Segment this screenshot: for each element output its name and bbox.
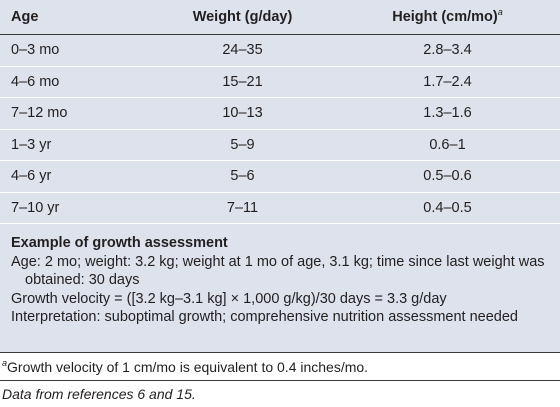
cell-height: 0.6–1 (429, 136, 466, 153)
cell-weight: 5–6 (230, 168, 255, 185)
footnote-a: a Growth velocity of 1 cm/mo is equivalen… (0, 354, 560, 381)
table-row: 7–10 yr 7–11 0.4–0.5 (0, 193, 560, 224)
footnote-a-mark: a (2, 358, 8, 368)
example-velocity-line: Growth velocity = ([3.2 kg–3.1 kg] × 1,0… (11, 290, 447, 307)
cell-height: 1.7–2.4 (423, 73, 472, 90)
cell-age: 0–3 mo (11, 42, 60, 59)
header-height-label: Height (cm/mo) (392, 9, 498, 25)
cell-height: 2.8–3.4 (423, 42, 472, 59)
cell-weight: 15–21 (222, 73, 263, 90)
table-header-row: Age Weight (g/day) Height (cm/mo)a (0, 0, 560, 35)
growth-assessment-example: Example of growth assessment Age: 2 mo; … (0, 224, 560, 327)
cell-age: 7–12 mo (11, 105, 68, 122)
header-weight: Weight (g/day) (192, 9, 293, 25)
table-row: 1–3 yr 5–9 0.6–1 (0, 130, 560, 161)
cell-age: 4–6 mo (11, 73, 60, 90)
table-row: 7–12 mo 10–13 1.3–1.6 (0, 98, 560, 130)
header-age: Age (11, 9, 39, 25)
header-height-footnote-mark: a (497, 7, 503, 18)
example-interpretation-line: Interpretation: suboptimal growth; compr… (11, 309, 518, 325)
source-note: Data from references 6 and 15. (2, 386, 196, 402)
footnote-a-text: Growth velocity of 1 cm/mo is equivalent… (7, 359, 369, 375)
cell-weight: 10–13 (222, 105, 263, 122)
table-row: 4–6 mo 15–21 1.7–2.4 (0, 67, 560, 98)
cell-age: 7–10 yr (11, 199, 60, 216)
table-row: 0–3 mo 24–35 2.8–3.4 (0, 35, 560, 67)
table-row: 4–6 yr 5–6 0.5–0.6 (0, 161, 560, 193)
growth-velocity-table: Age Weight (g/day) Height (cm/mo)a 0–3 m… (0, 0, 560, 353)
cell-weight: 24–35 (222, 42, 263, 59)
cell-height: 0.5–0.6 (423, 168, 472, 185)
cell-weight: 7–11 (226, 199, 259, 216)
table-footnotes: a Growth velocity of 1 cm/mo is equivalen… (0, 354, 560, 407)
cell-weight: 5–9 (230, 136, 255, 153)
cell-height: 1.3–1.6 (423, 105, 472, 122)
header-height: Height (cm/mo)a (335, 7, 560, 25)
cell-age: 4–6 yr (11, 168, 52, 185)
example-age-line: Age: 2 mo; weight: 3.2 kg; weight at 1 m… (11, 253, 545, 289)
cell-age: 1–3 yr (11, 136, 52, 153)
example-title: Example of growth assessment (11, 235, 228, 251)
cell-height: 0.4–0.5 (423, 199, 472, 216)
